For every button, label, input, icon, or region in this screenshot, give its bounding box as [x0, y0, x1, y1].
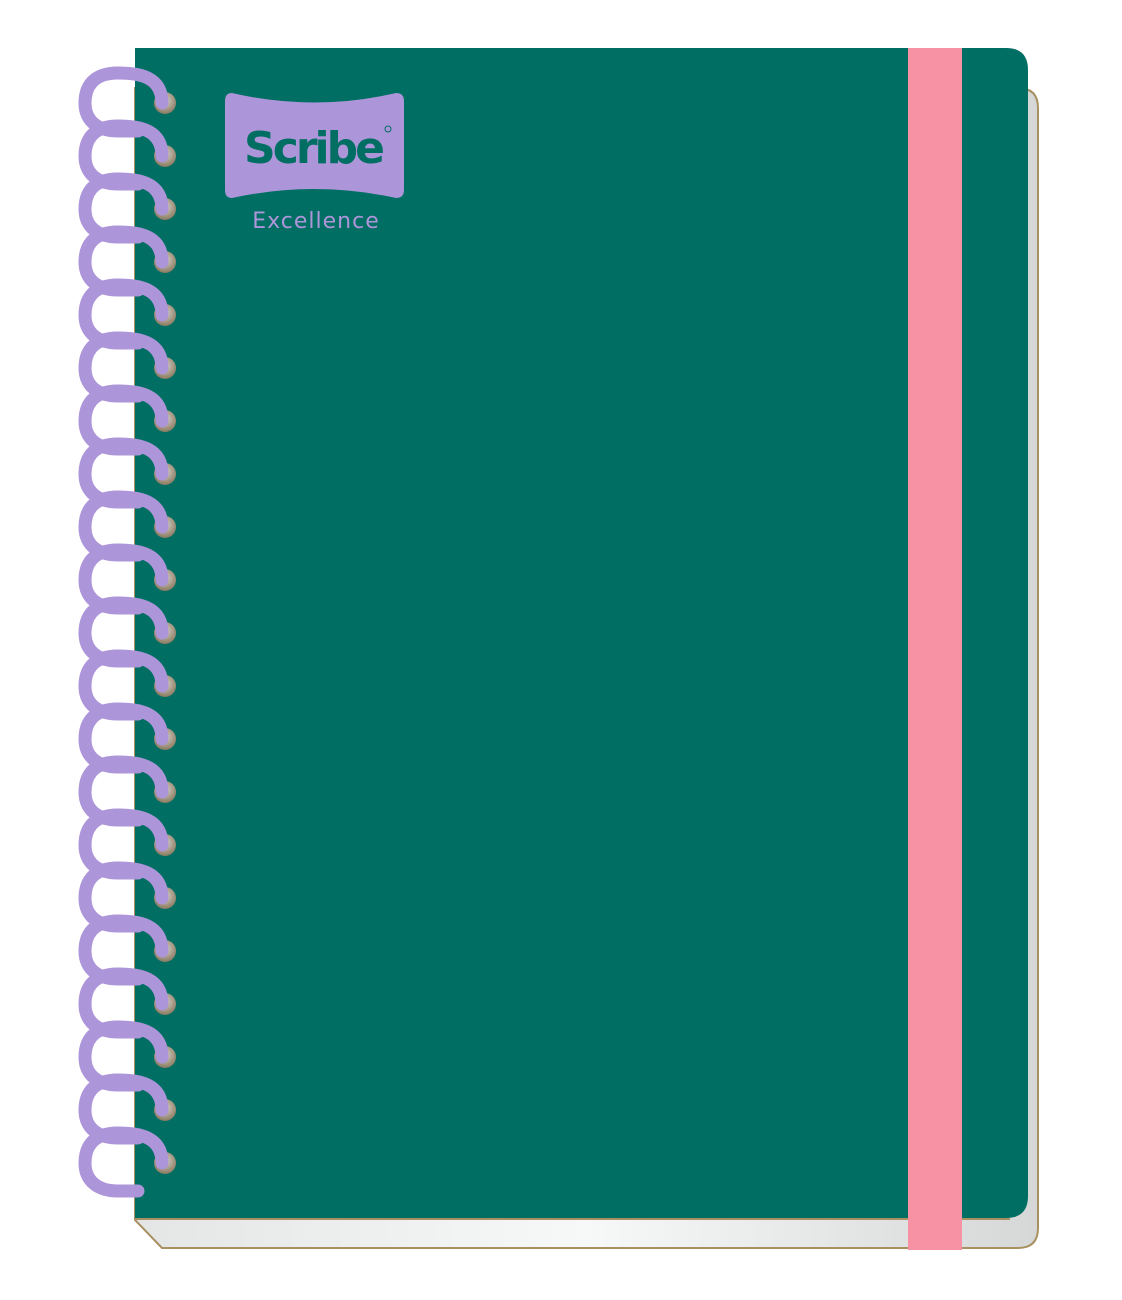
elastic-band — [908, 48, 962, 1250]
spiral-coil — [78, 1126, 169, 1198]
logo-tagline: Excellence — [252, 209, 380, 234]
logo-badge — [225, 93, 404, 198]
cover — [135, 48, 1028, 1218]
spiral-binding — [78, 66, 176, 1198]
brand-logo: Scribe Excellence — [225, 93, 404, 234]
registered-mark-icon — [384, 125, 392, 133]
logo-brand-text: Scribe — [244, 123, 383, 174]
